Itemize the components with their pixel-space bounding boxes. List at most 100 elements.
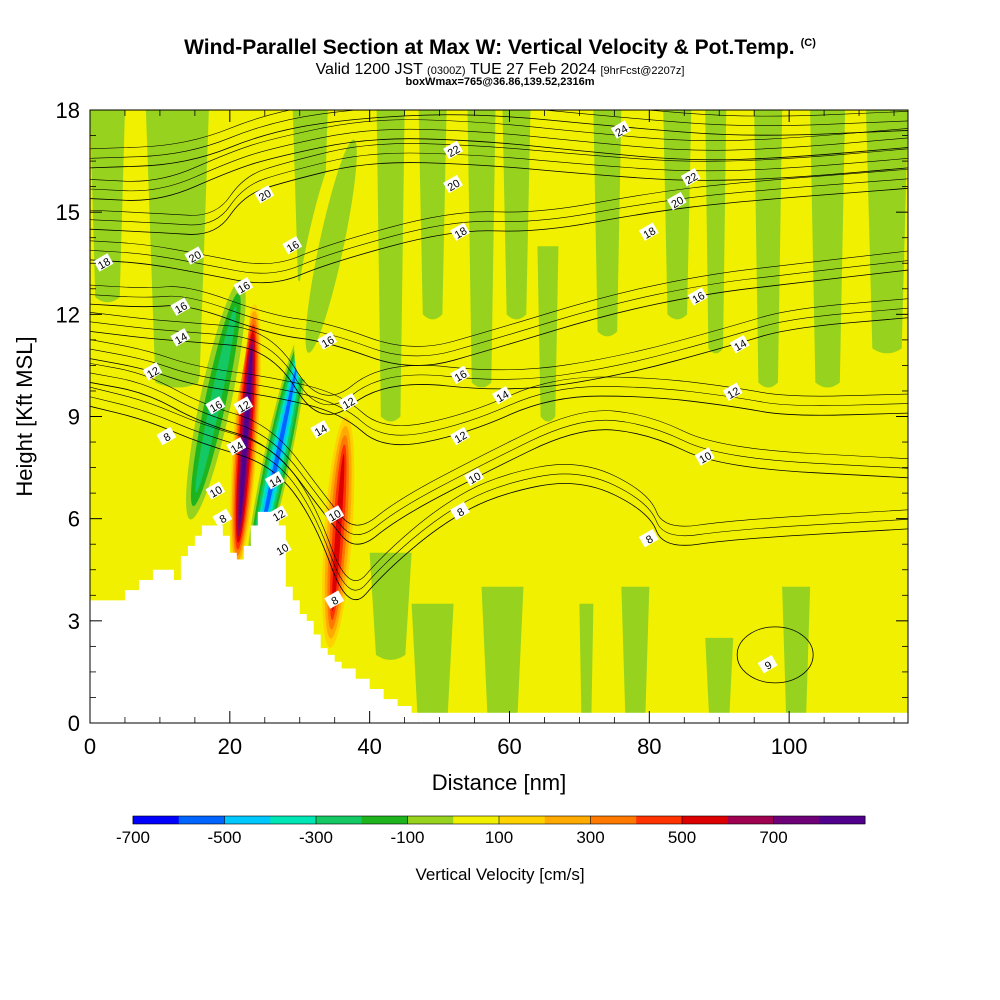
colorbar-swatch: [727, 816, 774, 824]
contour-label: 14: [226, 437, 247, 457]
contour-label: 14: [170, 328, 191, 347]
theta-contour-minor: [90, 363, 908, 526]
contour-label: 8: [324, 590, 345, 609]
contour-label: 20: [184, 246, 205, 266]
y-tick-label: 12: [56, 302, 80, 327]
svg-text:12: 12: [453, 430, 470, 447]
contour-label: 14: [264, 471, 285, 491]
box-info: boxWmax=765@36.86,139.52,2316m: [405, 76, 595, 88]
colorbar-tick-label: 500: [668, 828, 696, 847]
downdraft-core: [305, 139, 357, 353]
x-tick-label: 0: [84, 734, 96, 759]
svg-text:8: 8: [455, 506, 466, 519]
svg-text:8: 8: [162, 431, 173, 444]
valid-prefix: Valid 1200 JST: [315, 61, 423, 78]
theta-contour-20: [90, 162, 908, 235]
contour-label: 18: [93, 253, 114, 273]
svg-text:14: 14: [229, 440, 246, 457]
colorbar-tick-label: -700: [116, 828, 150, 847]
contour-label: 16: [450, 365, 470, 385]
svg-text:14: 14: [495, 389, 512, 406]
colorbar-swatch: [499, 816, 546, 824]
svg-text:10: 10: [274, 542, 291, 559]
sinking-band: [376, 110, 405, 422]
valid-time: Valid 1200 JST (0300Z) TUE 27 Feb 2024 […: [0, 61, 1000, 79]
colorbar-tick-label: -100: [390, 828, 424, 847]
contour-label: 9: [757, 655, 778, 674]
colorbar-swatch: [316, 816, 363, 824]
theta-contour-18: [90, 187, 908, 284]
contour-label: 16: [205, 396, 226, 416]
svg-text:20: 20: [446, 178, 463, 195]
svg-text:16: 16: [236, 280, 253, 297]
contour-label: 18: [638, 222, 659, 242]
copyright-mark: (C): [800, 37, 816, 49]
svg-text:20: 20: [669, 195, 686, 212]
colorbar-tick-label: 300: [576, 828, 604, 847]
x-tick-label: 100: [771, 734, 808, 759]
theta-contour-16: [90, 269, 908, 366]
svg-text:16: 16: [173, 300, 190, 317]
sinking-band: [502, 110, 531, 320]
sinking-band: [369, 552, 412, 660]
x-axis-label: Distance [nm]: [432, 770, 567, 795]
downdraft-core: [257, 366, 297, 553]
theta-contour-minor: [90, 128, 908, 192]
svg-text:10: 10: [327, 508, 344, 525]
svg-text:14: 14: [267, 474, 284, 491]
colorbar-tick-label: -500: [207, 828, 241, 847]
svg-text:16: 16: [690, 290, 707, 307]
valid-utc: (0300Z): [427, 65, 466, 77]
svg-text:14: 14: [732, 338, 749, 355]
sinking-band: [621, 586, 650, 723]
y-tick-label: 0: [68, 711, 80, 736]
sinking-band: [663, 110, 692, 320]
contour-label: 14: [310, 420, 331, 439]
x-tick-label: 20: [218, 734, 242, 759]
contour-label: 22: [443, 140, 463, 160]
colorbar-tick-label: -300: [299, 828, 333, 847]
contour-label: 10: [464, 467, 484, 487]
svg-text:16: 16: [285, 239, 302, 256]
svg-text:12: 12: [271, 508, 288, 525]
contour-label: 12: [268, 505, 289, 525]
colorbar-swatch: [133, 816, 180, 824]
svg-text:12: 12: [341, 395, 358, 412]
theta-contour-minor: [90, 119, 908, 182]
svg-text:12: 12: [236, 399, 253, 416]
colorbar-swatch: [407, 816, 454, 824]
colorbar-swatch: [361, 816, 408, 824]
svg-text:16: 16: [453, 368, 470, 385]
updraft-core: [332, 453, 345, 611]
colorbar-swatch: [682, 816, 729, 824]
contour-label: 10: [324, 505, 345, 525]
svg-text:22: 22: [446, 143, 463, 160]
x-tick-label: 80: [637, 734, 661, 759]
x-tick-label: 40: [357, 734, 381, 759]
sinking-band: [537, 246, 559, 422]
contour-label: 8: [212, 508, 233, 527]
sinking-band: [754, 110, 783, 388]
sinking-band: [705, 637, 734, 723]
contour-label: 22: [680, 168, 701, 187]
y-tick-label: 18: [56, 98, 80, 123]
colorbar-swatch: [819, 816, 866, 824]
contour-label: 20: [443, 174, 463, 195]
svg-text:18: 18: [96, 256, 113, 273]
colorbar-swatch: [178, 816, 225, 824]
chart-title: Wind-Parallel Section at Max W: Vertical…: [0, 36, 1000, 60]
svg-text:8: 8: [330, 595, 341, 608]
sinking-band: [705, 110, 727, 354]
sinking-band: [782, 586, 811, 723]
colorbar-tick-label: 100: [485, 828, 513, 847]
valid-date: TUE 27 Feb 2024: [469, 61, 597, 78]
theta-contour-minor: [90, 386, 908, 581]
theta-contour-minor: [90, 168, 908, 264]
contour-label: 16: [317, 331, 338, 351]
contour-label: 16: [170, 297, 191, 317]
contour-label: 8: [638, 529, 659, 548]
theta-contour-10: [90, 382, 908, 545]
contour-label: 12: [722, 382, 743, 402]
svg-text:16: 16: [208, 399, 225, 416]
